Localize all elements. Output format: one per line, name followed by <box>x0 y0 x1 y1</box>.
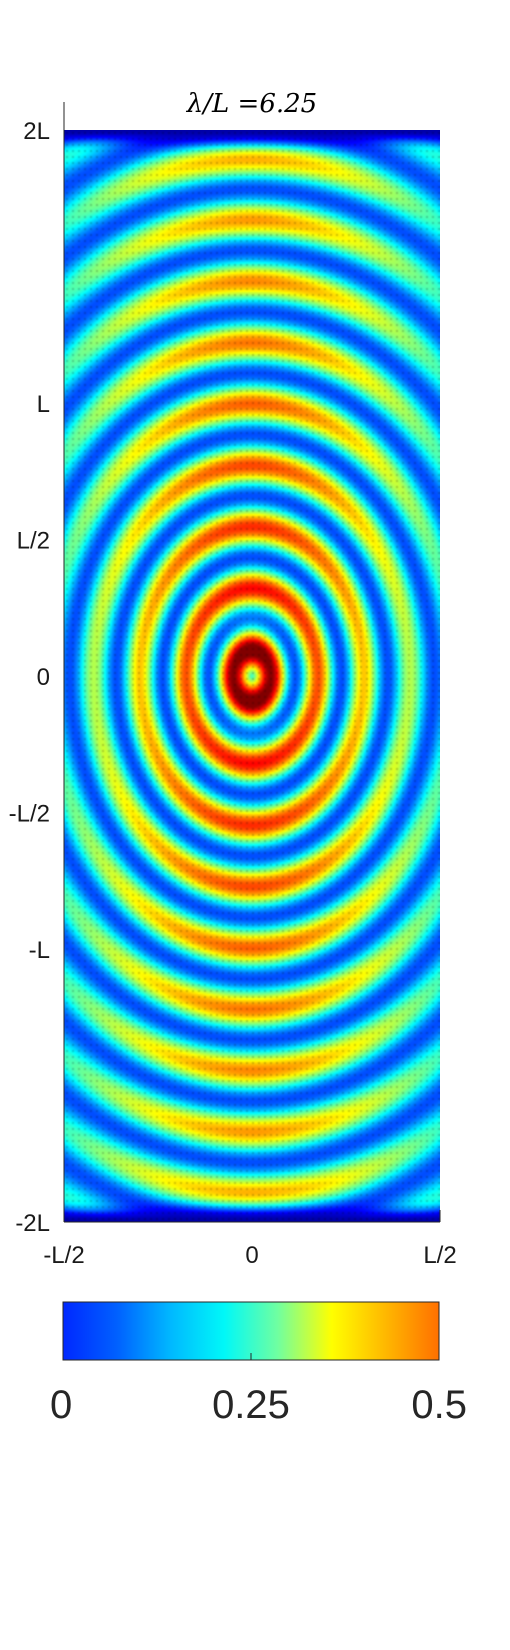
y-tick-label: L/2 <box>17 528 50 555</box>
plot-area <box>63 102 441 1223</box>
chart-title: λ/L =6.25 <box>186 89 317 119</box>
y-tick-label: -2L <box>15 1210 50 1237</box>
colorbar-ticks: 0 0.25 0.5 <box>50 1383 467 1427</box>
colorbar-bar <box>62 1301 440 1361</box>
colorbar-tick-label: 0 <box>50 1383 72 1427</box>
colorbar-tick-label: 0.5 <box>411 1383 467 1427</box>
y-tick-label: -L <box>29 937 50 964</box>
x-tick-label: -L/2 <box>43 1242 84 1269</box>
x-tick-label: 0 <box>245 1242 258 1269</box>
colorbar-tick-label: 0.25 <box>212 1383 290 1427</box>
y-tick-label: L <box>37 391 50 418</box>
y-tick-label: 0 <box>37 664 50 691</box>
y-tick-label: -L/2 <box>9 801 50 828</box>
y-axis-ticks: 2L L L/2 0 -L/2 -L -2L <box>9 118 50 1237</box>
x-axis-ticks: -L/2 0 L/2 <box>43 1242 456 1269</box>
x-tick-label: L/2 <box>423 1242 456 1269</box>
colorbar: 0 0.25 0.5 <box>50 1301 467 1427</box>
y-tick-label: 2L <box>23 118 50 145</box>
heatmap-image <box>64 130 440 1222</box>
